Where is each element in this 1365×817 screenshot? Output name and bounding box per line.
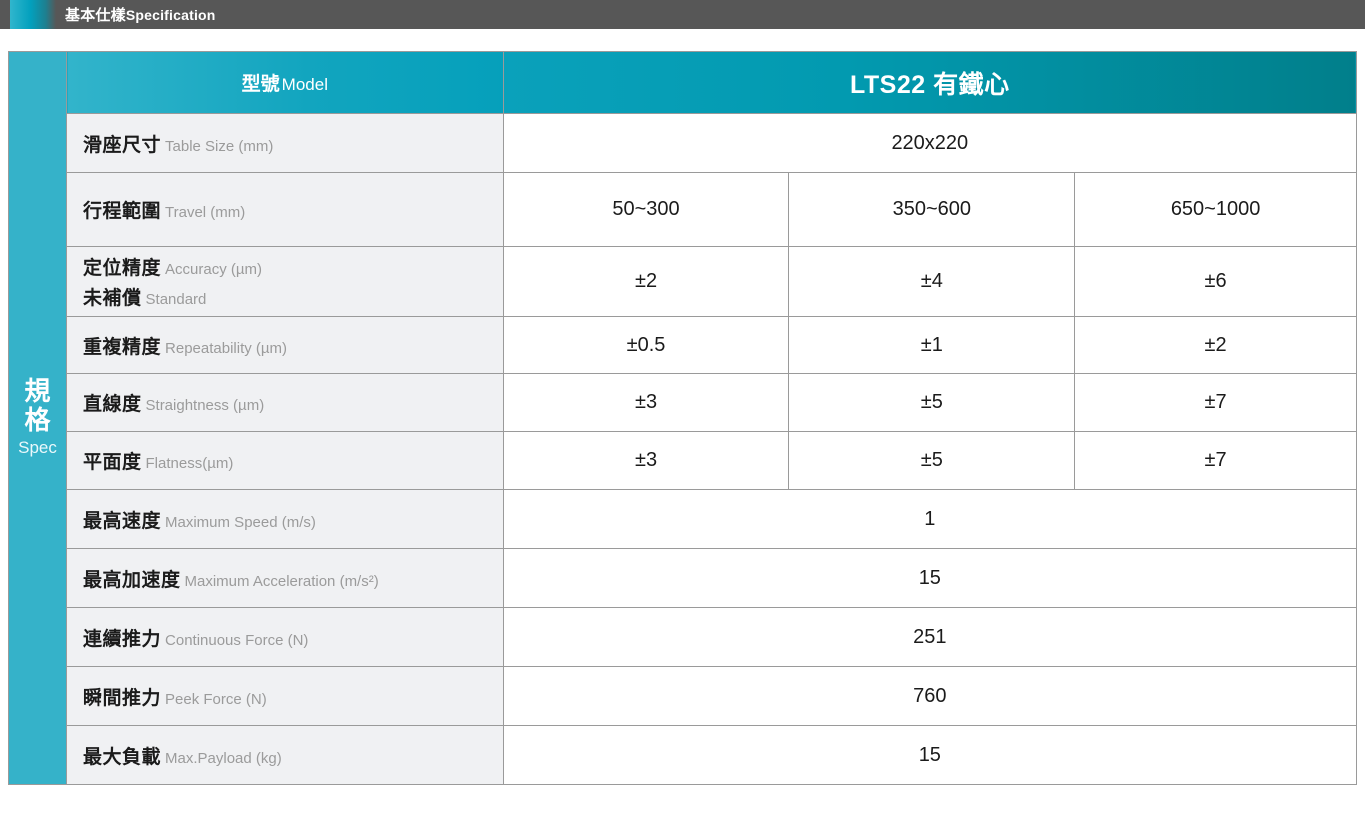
row-label-accuracy-line2: 未補償 Standard (83, 283, 503, 310)
row-value-travel-1: 50~300 (502, 172, 790, 247)
banner-title: 基本仕樣Specification (65, 4, 216, 25)
row-label-zh2: 未補償 (83, 288, 142, 309)
row-label-zh: 平面度 (83, 452, 142, 473)
row-label-en: Maximum Acceleration (m/s²) (184, 572, 379, 590)
table-row-accuracy: 定位精度 Accuracy (µm) 未補償 Standard ±2 ±4 ±6 (66, 246, 1357, 317)
row-label-zh: 定位精度 (83, 258, 162, 279)
row-label-en: Accuracy (µm) (165, 261, 262, 278)
row-label-table-size: 滑座尺寸 Table Size (mm) (66, 113, 504, 173)
row-value-flatness-2: ±5 (788, 431, 1076, 490)
row-label-zh: 最高速度 (83, 510, 162, 532)
row-label-zh: 最大負載 (83, 746, 162, 768)
row-label-en: Continuous Force (N) (165, 631, 309, 649)
row-value-max-acceleration: 15 (502, 548, 1358, 608)
row-label-en: Maximum Speed (m/s) (165, 513, 316, 531)
row-value-flatness-3: ±7 (1074, 431, 1357, 490)
row-value-continuous-force: 251 (502, 607, 1358, 667)
row-label-en: Table Size (mm) (165, 137, 274, 155)
row-label-zh: 滑座尺寸 (83, 134, 162, 156)
row-label-en: Straightness (µm) (145, 397, 265, 414)
header-model-en: Model (281, 75, 328, 94)
table-header: 型號 Model LTS22 有鐵心 (66, 51, 1358, 114)
row-label-straightness: 直線度 Straightness (µm) (66, 373, 504, 432)
row-value-max-payload: 15 (502, 725, 1358, 785)
row-label-max-payload: 最大負載 Max.Payload (kg) (66, 725, 504, 785)
header-model-cell: 型號 Model (66, 51, 504, 114)
row-value-travel-2: 350~600 (788, 172, 1076, 247)
row-value-accuracy-3: ±6 (1074, 246, 1357, 317)
row-label-continuous-force: 連續推力 Continuous Force (N) (66, 607, 504, 667)
row-label-en: Travel (mm) (165, 204, 246, 221)
row-value-peek-force: 760 (502, 666, 1358, 726)
row-value-straightness-1: ±3 (502, 373, 790, 432)
row-label-repeatability: 重複精度 Repeatability (µm) (66, 316, 504, 374)
row-label-accuracy: 定位精度 Accuracy (µm) 未補償 Standard (66, 246, 504, 317)
table-row-repeatability: 重複精度 Repeatability (µm) ±0.5 ±1 ±2 (66, 316, 1357, 374)
section-banner: 基本仕樣Specification (0, 0, 1365, 29)
banner-title-en: Specification (125, 7, 216, 23)
row-value-max-speed: 1 (502, 489, 1358, 549)
banner-title-zh: 基本仕樣 (65, 7, 126, 24)
spec-rail: 規 格 Spec (8, 51, 66, 785)
row-value-straightness-2: ±5 (788, 373, 1076, 432)
row-label-zh: 直線度 (83, 394, 142, 415)
table-row-straightness: 直線度 Straightness (µm) ±3 ±5 ±7 (66, 373, 1357, 432)
specification-table: 型號 Model LTS22 有鐵心 滑座尺寸 Table Size (mm) 22… (66, 51, 1358, 785)
header-model-zh: 型號 (241, 74, 280, 95)
table-body: 滑座尺寸 Table Size (mm) 220x220 行程範圍 Travel (… (66, 113, 1358, 785)
table-row-travel: 行程範圍 Travel (mm) 50~300 350~600 650~1000 (66, 172, 1357, 247)
spec-rail-label-zh: 規 格 (24, 375, 51, 435)
row-label-en2: Standard (145, 291, 207, 308)
row-label-flatness: 平面度 Flatness(µm) (66, 431, 504, 490)
row-label-travel: 行程範圍 Travel (mm) (66, 172, 504, 247)
row-label-zh: 行程範圍 (83, 201, 162, 222)
row-value-accuracy-2: ±4 (788, 246, 1076, 317)
spec-rail-label-en: Spec (18, 438, 57, 458)
row-label-peek-force: 瞬間推力 Peek Force (N) (66, 666, 504, 726)
header-product-cell: LTS22 有鐵心 (502, 51, 1358, 114)
table-row-max-acceleration: 最高加速度 Maximum Acceleration (m/s²) 15 (66, 548, 1358, 608)
row-value-table-size: 220x220 (502, 113, 1358, 173)
row-label-zh: 重複精度 (83, 336, 162, 358)
banner-spacer (0, 29, 1365, 51)
table-row-peek-force: 瞬間推力 Peek Force (N) 760 (66, 666, 1358, 726)
row-label-zh: 連續推力 (83, 628, 162, 650)
table-row-max-payload: 最大負載 Max.Payload (kg) 15 (66, 725, 1358, 785)
row-value-repeatability-1: ±0.5 (502, 316, 790, 374)
table-header-row: 型號 Model LTS22 有鐵心 (66, 51, 1358, 114)
row-label-en: Flatness(µm) (145, 455, 234, 472)
spec-rail-char-2: 格 (24, 404, 51, 435)
row-value-repeatability-3: ±2 (1074, 316, 1357, 374)
spec-rail-char-1: 規 (24, 375, 51, 406)
row-label-en: Max.Payload (kg) (165, 749, 282, 767)
banner-accent-block (10, 0, 56, 29)
row-label-zh: 瞬間推力 (83, 687, 162, 709)
row-label-max-speed: 最高速度 Maximum Speed (m/s) (66, 489, 504, 549)
row-value-accuracy-1: ±2 (502, 246, 790, 317)
table-row-continuous-force: 連續推力 Continuous Force (N) 251 (66, 607, 1358, 667)
row-value-straightness-3: ±7 (1074, 373, 1357, 432)
row-label-en: Repeatability (µm) (165, 339, 288, 357)
row-value-travel-3: 650~1000 (1074, 172, 1357, 247)
row-value-flatness-1: ±3 (502, 431, 790, 490)
specification-table-wrapper: 規 格 Spec 型號 Model LTS22 有鐵心 滑座尺寸 Table Siz… (8, 51, 1358, 785)
row-label-en: Peek Force (N) (165, 690, 267, 708)
table-row-max-speed: 最高速度 Maximum Speed (m/s) 1 (66, 489, 1358, 549)
table-row-table-size: 滑座尺寸 Table Size (mm) 220x220 (66, 113, 1358, 173)
row-label-zh: 最高加速度 (83, 569, 181, 591)
row-label-max-acceleration: 最高加速度 Maximum Acceleration (m/s²) (66, 548, 504, 608)
row-value-repeatability-2: ±1 (788, 316, 1076, 374)
table-row-flatness: 平面度 Flatness(µm) ±3 ±5 ±7 (66, 431, 1357, 490)
